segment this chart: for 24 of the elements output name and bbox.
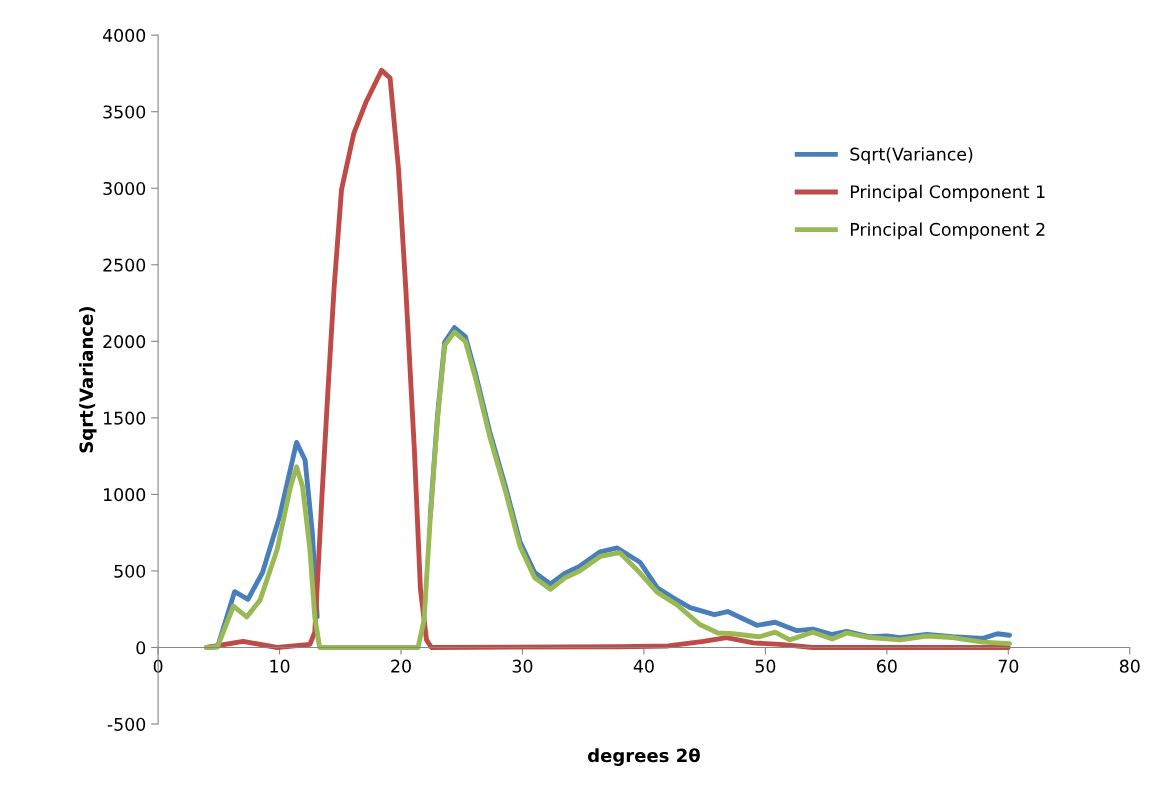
x-tick-label: 40 [633,659,654,673]
x-tick-label: 50 [755,659,776,673]
x-tick-label: 60 [877,659,897,673]
x-tick-label: 70 [998,659,1019,673]
y-tick-label: 2500 [103,258,146,272]
legend-label: Principal Component 1 [850,184,1045,202]
y-axis-title: Sqrt(Variance) [79,307,97,453]
y-tick-label: 4000 [102,28,146,42]
x-tick-label: 0 [153,659,163,673]
y-tick-label: 500 [114,564,146,578]
y-tick-label: 2000 [103,335,146,349]
x-tick-label: 80 [1119,659,1140,673]
x-tick-label: 20 [391,659,411,673]
legend-label: Sqrt(Variance) [850,147,973,165]
x-tick-label: 10 [270,659,290,673]
x-tick-label: 30 [512,659,533,673]
y-tick-label: 3500 [103,105,146,119]
y-tick-label: 3000 [103,181,146,196]
y-tick-label: 1500 [104,411,146,425]
y-tick-label: 1000 [104,488,146,502]
legend-label: Principal Component 2 [850,222,1045,240]
y-tick-label: 0 [136,641,146,655]
y-tick-label: -500 [107,717,146,731]
x-axis-title: degrees 2θ [588,748,700,766]
